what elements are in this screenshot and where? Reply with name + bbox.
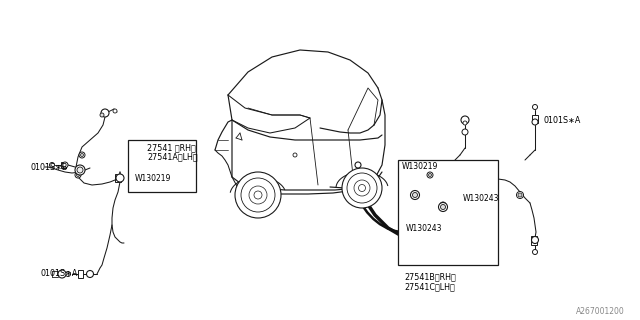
Circle shape	[358, 185, 365, 191]
Circle shape	[79, 152, 85, 158]
Text: 27541B〈RH〉: 27541B〈RH〉	[404, 273, 456, 282]
Circle shape	[62, 162, 68, 168]
Circle shape	[442, 204, 445, 206]
Circle shape	[354, 180, 370, 196]
Bar	[78, 270, 83, 278]
Bar	[398, 160, 498, 265]
Circle shape	[77, 167, 83, 173]
Text: W130243: W130243	[406, 223, 442, 233]
Circle shape	[429, 173, 431, 177]
Circle shape	[116, 174, 124, 182]
Circle shape	[532, 250, 538, 254]
Circle shape	[75, 165, 85, 175]
Circle shape	[347, 173, 377, 203]
Bar	[115, 174, 121, 182]
Text: 0101S∗B: 0101S∗B	[30, 163, 67, 172]
Circle shape	[532, 119, 538, 125]
Bar	[531, 236, 537, 245]
Circle shape	[413, 193, 417, 197]
Text: 27541C〈LH〉: 27541C〈LH〉	[404, 283, 455, 292]
Circle shape	[49, 163, 54, 167]
Circle shape	[113, 109, 117, 113]
Circle shape	[463, 121, 467, 125]
Circle shape	[100, 113, 104, 117]
Circle shape	[516, 191, 524, 198]
Text: W130219: W130219	[402, 162, 438, 171]
Bar	[532, 115, 538, 123]
Text: 27541A〈LH〉: 27541A〈LH〉	[147, 153, 198, 162]
Circle shape	[101, 109, 109, 117]
Circle shape	[254, 191, 262, 199]
Text: A267001200: A267001200	[576, 308, 625, 316]
Text: 0101S∗A: 0101S∗A	[543, 116, 580, 124]
Circle shape	[438, 203, 447, 212]
Circle shape	[462, 129, 468, 135]
Circle shape	[241, 178, 275, 212]
Text: W130243: W130243	[463, 194, 499, 203]
Circle shape	[461, 116, 469, 124]
Text: 27541 〈RH〉: 27541 〈RH〉	[147, 143, 196, 153]
Circle shape	[249, 186, 267, 204]
Circle shape	[75, 172, 81, 178]
Circle shape	[342, 168, 382, 208]
Circle shape	[81, 154, 83, 156]
Circle shape	[440, 204, 445, 210]
Text: W130219: W130219	[135, 173, 172, 182]
Bar	[61, 162, 66, 168]
Circle shape	[518, 193, 522, 197]
Text: 0101S∗A: 0101S∗A	[40, 269, 77, 278]
Circle shape	[410, 190, 419, 199]
Circle shape	[86, 270, 93, 277]
Bar	[128, 140, 196, 192]
Circle shape	[58, 270, 66, 278]
Circle shape	[293, 153, 297, 157]
Circle shape	[355, 162, 361, 168]
Circle shape	[65, 271, 70, 276]
Circle shape	[531, 236, 538, 244]
Circle shape	[77, 173, 79, 177]
Circle shape	[427, 172, 433, 178]
Circle shape	[235, 172, 281, 218]
Circle shape	[440, 202, 446, 208]
Circle shape	[532, 105, 538, 109]
